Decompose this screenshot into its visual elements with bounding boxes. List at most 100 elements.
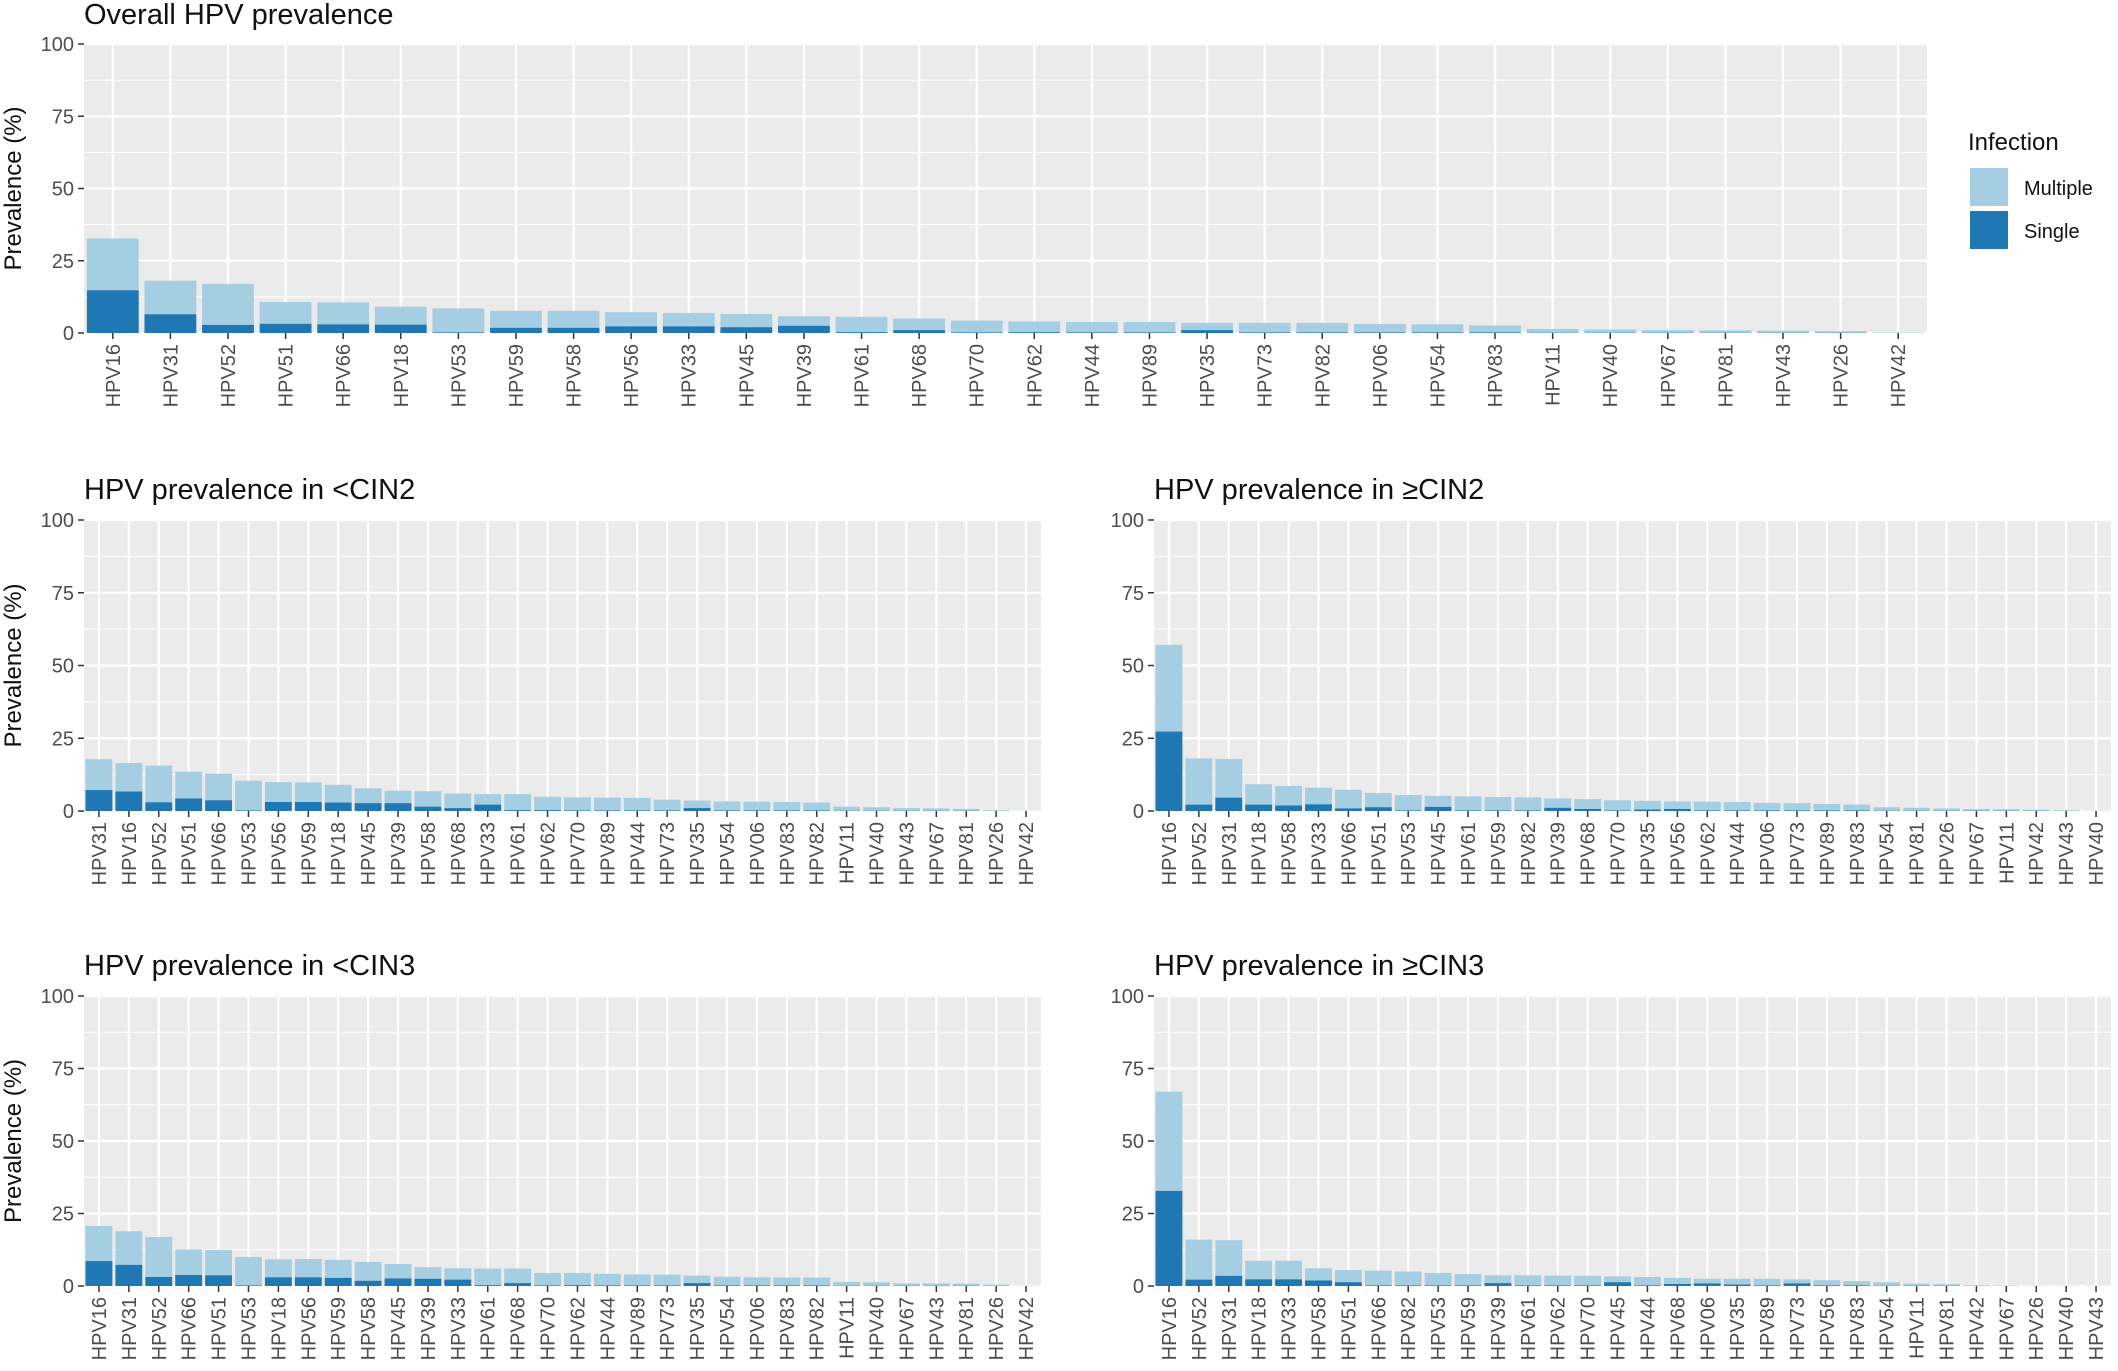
- x-tick-label: HPV83: [777, 822, 799, 885]
- x-tick-label: HPV31: [119, 1297, 141, 1360]
- bar-multiple-hpv58: [1275, 785, 1303, 806]
- bar-single-hpv83: [773, 1285, 801, 1286]
- bar-multiple-hpv39: [1484, 1275, 1512, 1284]
- bar-multiple-hpv06: [1693, 1278, 1721, 1284]
- bar-single-hpv33: [1305, 804, 1332, 811]
- bar-single-hpv18: [374, 324, 427, 333]
- x-tick-label: HPV83: [1847, 822, 1869, 885]
- x-tick-label: HPV61: [508, 822, 530, 885]
- bar-multiple-hpv54: [1873, 807, 1901, 811]
- bar-multiple-hpv18: [264, 1259, 292, 1278]
- bar-multiple-hpv66: [317, 302, 370, 325]
- bar-multiple-hpv39: [1544, 798, 1572, 808]
- bar-multiple-hpv52: [1185, 1239, 1213, 1280]
- y-tick-label: 0: [1133, 801, 1144, 823]
- bar-multiple-hpv83: [773, 1277, 801, 1286]
- bar-multiple-hpv62: [1008, 321, 1061, 333]
- bar-single-hpv66: [1364, 1285, 1392, 1286]
- bar-single-hpv35: [683, 808, 711, 811]
- x-tick-label: HPV67: [1658, 344, 1680, 407]
- panel-title: Overall HPV prevalence: [84, 0, 393, 31]
- x-tick-label: HPV56: [268, 822, 290, 885]
- x-tick-label: HPV43: [896, 822, 918, 885]
- x-tick-label: HPV11: [1996, 822, 2018, 884]
- x-tick-label: HPV44: [1637, 1297, 1659, 1360]
- x-tick-label: HPV59: [1458, 1297, 1480, 1360]
- bar-multiple-hpv39: [414, 1267, 442, 1279]
- y-tick-label: 75: [1122, 1059, 1144, 1081]
- x-tick-label: HPV81: [1937, 1297, 1959, 1360]
- bar-single-hpv06: [1353, 332, 1406, 333]
- bar-multiple-hpv11: [1903, 1283, 1931, 1286]
- x-tick-label: HPV43: [2086, 1297, 2108, 1360]
- x-tick-label: HPV40: [867, 822, 889, 885]
- bar-multiple-hpv53: [432, 308, 485, 333]
- bar-multiple-hpv35: [1633, 800, 1661, 810]
- x-tick-label: HPV56: [621, 344, 643, 407]
- x-tick-label: HPV62: [567, 1297, 589, 1360]
- bar-single-hpv82: [1394, 1285, 1422, 1286]
- bar-multiple-hpv40: [863, 807, 890, 811]
- bar-single-hpv82: [1514, 810, 1542, 811]
- bar-multiple-hpv43: [892, 808, 920, 811]
- bar-multiple-hpv59: [1484, 797, 1512, 811]
- x-tick-label: HPV33: [1279, 1297, 1301, 1360]
- panel-title: HPV prevalence in <CIN3: [84, 950, 415, 982]
- x-tick-label: HPV82: [1312, 344, 1334, 407]
- bar-single-hpv82: [803, 810, 831, 811]
- bar-multiple-hpv43: [1757, 330, 1809, 333]
- y-tick-label: 25: [52, 728, 74, 750]
- x-tick-label: HPV70: [567, 822, 589, 885]
- bar-multiple-hpv73: [653, 799, 681, 811]
- bar-multiple-hpv70: [1604, 800, 1632, 811]
- bar-single-hpv35: [683, 1283, 711, 1286]
- bar-multiple-hpv18: [324, 784, 352, 803]
- bar-multiple-hpv54: [713, 1276, 741, 1286]
- bar-multiple-hpv26: [982, 810, 1010, 811]
- x-tick-label: HPV43: [1773, 344, 1795, 407]
- bar-single-hpv83: [1843, 1285, 1871, 1286]
- x-tick-label: HPV42: [1966, 1297, 1988, 1360]
- x-tick-label: HPV56: [298, 1297, 320, 1360]
- y-tick-label: 50: [52, 1131, 74, 1153]
- bar-multiple-hpv16: [1155, 644, 1183, 732]
- x-tick-label: HPV58: [564, 344, 586, 407]
- x-tick-label: HPV39: [1548, 822, 1570, 885]
- bar-multiple-hpv43: [2052, 810, 2080, 811]
- bar-single-hpv89: [1813, 810, 1841, 811]
- x-tick-label: HPV61: [852, 344, 874, 407]
- bar-multiple-hpv70: [950, 320, 1003, 333]
- x-tick-label: HPV70: [1608, 822, 1630, 885]
- bar-single-hpv31: [115, 1264, 143, 1286]
- x-tick-label: HPV70: [1578, 1297, 1600, 1360]
- x-tick-label: HPV54: [1427, 344, 1449, 407]
- bar-single-hpv54: [713, 1285, 741, 1286]
- x-tick-label: HPV06: [1697, 1297, 1719, 1360]
- panel-title: HPV prevalence in <CIN2: [84, 474, 415, 506]
- bar-single-hpv61: [504, 810, 532, 811]
- bar-single-hpv45: [354, 803, 382, 811]
- x-tick-label: HPV51: [179, 822, 201, 885]
- bar-single-hpv51: [1364, 807, 1392, 811]
- bar-multiple-hpv67: [892, 1283, 920, 1286]
- bar-multiple-hpv58: [414, 791, 442, 807]
- x-tick-label: HPV40: [2086, 822, 2108, 885]
- y-axis-label: Prevalence (%): [0, 106, 27, 270]
- bar-multiple-hpv68: [893, 318, 946, 331]
- bar-single-hpv61: [1454, 810, 1482, 811]
- bar-single-hpv59: [1454, 1285, 1482, 1286]
- bar-multiple-hpv81: [1903, 807, 1931, 811]
- bar-single-hpv59: [294, 801, 322, 811]
- bar-single-hpv33: [662, 326, 715, 333]
- bar-single-hpv73: [1238, 332, 1291, 333]
- bar-multiple-hpv83: [1843, 804, 1871, 811]
- x-tick-label: HPV68: [1578, 822, 1600, 885]
- x-tick-label: HPV66: [1338, 822, 1360, 885]
- x-tick-label: HPV89: [627, 1297, 649, 1360]
- x-tick-label: HPV66: [333, 344, 355, 407]
- legend-label-multiple: Multiple: [2024, 178, 2093, 200]
- x-tick-label: HPV53: [448, 344, 470, 407]
- bar-multiple-hpv35: [683, 1275, 711, 1284]
- bar-multiple-hpv42: [1962, 1285, 1990, 1286]
- bar-single-hpv45: [384, 1278, 412, 1286]
